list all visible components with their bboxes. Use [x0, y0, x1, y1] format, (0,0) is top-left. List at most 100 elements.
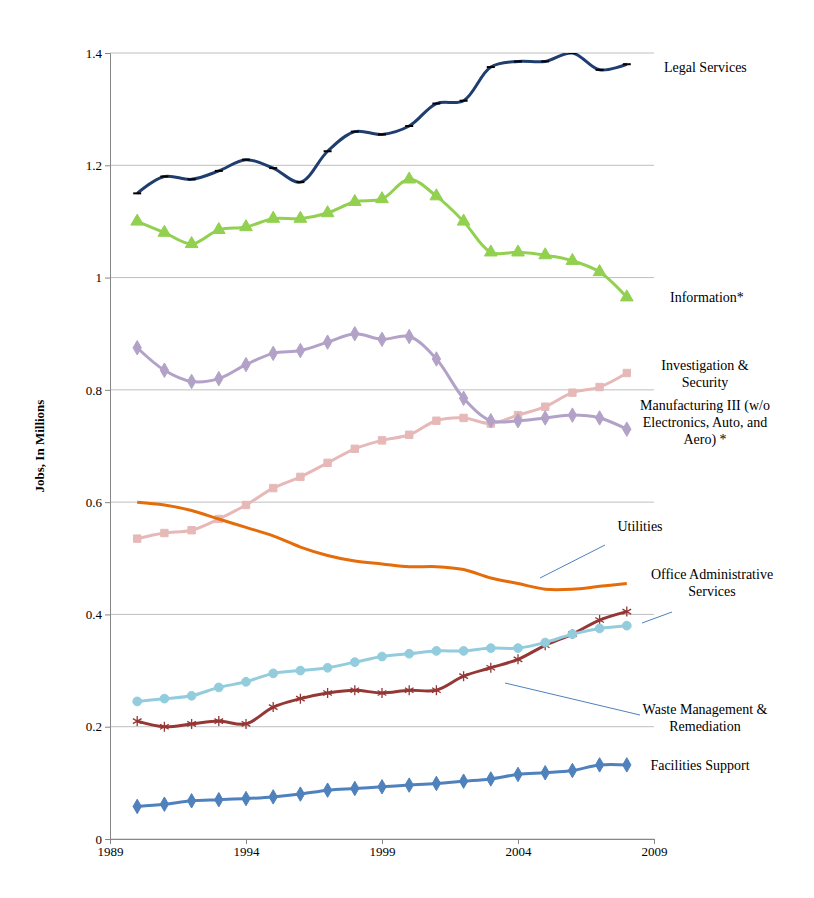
series-marker — [568, 629, 577, 639]
series-marker — [432, 103, 440, 105]
series-marker — [296, 666, 305, 675]
series-marker — [459, 647, 468, 656]
series-label-line: Remediation — [669, 719, 741, 734]
series-marker — [432, 352, 440, 366]
series-marker — [160, 797, 168, 811]
series-marker — [269, 669, 278, 678]
series-marker — [323, 688, 332, 698]
chart: 00.20.40.60.811.21.419891994199920042009… — [0, 0, 814, 898]
series-marker — [514, 654, 523, 664]
leader-line — [505, 683, 640, 715]
series-marker — [595, 411, 603, 425]
series-marker — [269, 167, 277, 169]
series-label: Manufacturing III (w/oElectronics, Auto,… — [640, 398, 770, 448]
series-label: Information* — [670, 290, 744, 305]
grid-line — [110, 614, 654, 615]
series-marker — [622, 621, 631, 630]
series-label: Waste Management &Remediation — [643, 702, 768, 734]
series-marker — [242, 677, 251, 686]
series-marker — [242, 159, 250, 161]
series-line — [137, 373, 627, 539]
series-marker — [214, 716, 223, 726]
series-marker — [460, 100, 468, 102]
series-marker — [378, 332, 386, 346]
series-line — [137, 334, 627, 429]
series-marker — [541, 638, 550, 647]
x-tick: 2004 — [506, 839, 533, 859]
series-marker — [351, 781, 359, 795]
x-tick: 2009 — [642, 839, 668, 859]
series-marker — [514, 414, 522, 428]
series-marker — [460, 414, 467, 421]
y-tick-mark — [105, 53, 110, 54]
series-marker — [514, 644, 523, 653]
grid-line — [110, 277, 654, 278]
series-marker — [215, 371, 223, 385]
series-marker — [348, 194, 361, 205]
y-tick-label: 1.4 — [86, 46, 103, 61]
y-tick: 0.2 — [86, 719, 110, 734]
series-marker — [459, 774, 467, 788]
series-marker — [405, 778, 413, 792]
series-label: Investigation &Security — [661, 358, 749, 390]
series-marker — [269, 702, 278, 712]
series-marker — [294, 211, 307, 222]
y-axis: 00.20.40.60.811.21.4 — [86, 46, 111, 847]
series-marker — [323, 783, 331, 797]
series-label-line: Services — [688, 584, 735, 599]
series-marker — [158, 225, 171, 236]
series-marker — [269, 346, 277, 360]
series-marker — [568, 53, 576, 54]
series-marker — [568, 763, 576, 777]
series-marker — [187, 374, 195, 388]
series-marker — [214, 683, 223, 692]
series-marker — [324, 150, 332, 152]
series-marker — [623, 369, 630, 376]
y-tick: 0.6 — [86, 495, 110, 510]
series-marker — [131, 214, 144, 225]
series-marker — [321, 206, 334, 217]
series-marker — [160, 176, 168, 178]
series-marker — [376, 192, 389, 203]
series-label-line: Security — [682, 375, 729, 390]
series-label-line: Utilities — [617, 519, 662, 534]
series-marker — [487, 772, 495, 786]
series-marker — [324, 459, 331, 466]
x-tick: 1999 — [370, 839, 396, 859]
series-marker — [596, 383, 603, 390]
y-tick: 0.8 — [86, 383, 110, 398]
series-marker — [596, 69, 604, 71]
series-label: Utilities — [617, 519, 662, 534]
series-marker — [242, 501, 249, 508]
x-tick-label: 1989 — [98, 844, 124, 859]
series-marker — [242, 791, 250, 805]
series — [133, 327, 631, 437]
series-label: Office AdministrativeServices — [651, 567, 773, 599]
series-marker — [350, 685, 359, 695]
series-marker — [566, 253, 579, 264]
series-marker — [620, 290, 633, 301]
x-tick: 1989 — [98, 839, 124, 859]
series-marker — [541, 60, 549, 62]
series-marker — [514, 767, 522, 781]
grid-line — [110, 165, 654, 166]
series-marker — [405, 649, 414, 658]
series-marker — [133, 341, 141, 355]
series-marker — [242, 357, 250, 371]
series — [133, 758, 631, 814]
y-tick-mark — [105, 278, 110, 279]
series-marker — [568, 408, 576, 422]
series-marker — [541, 403, 548, 410]
series-marker — [160, 694, 169, 703]
series-label-line: Legal Services — [664, 60, 747, 75]
series-marker — [622, 607, 631, 617]
series-marker — [569, 389, 576, 396]
series-marker — [593, 265, 606, 276]
series-marker — [351, 327, 359, 341]
series-marker — [187, 794, 195, 808]
grid-line — [110, 53, 654, 54]
y-tick: 1.4 — [86, 46, 110, 61]
series — [131, 172, 633, 301]
series-marker — [432, 776, 440, 790]
series-marker — [188, 527, 195, 534]
